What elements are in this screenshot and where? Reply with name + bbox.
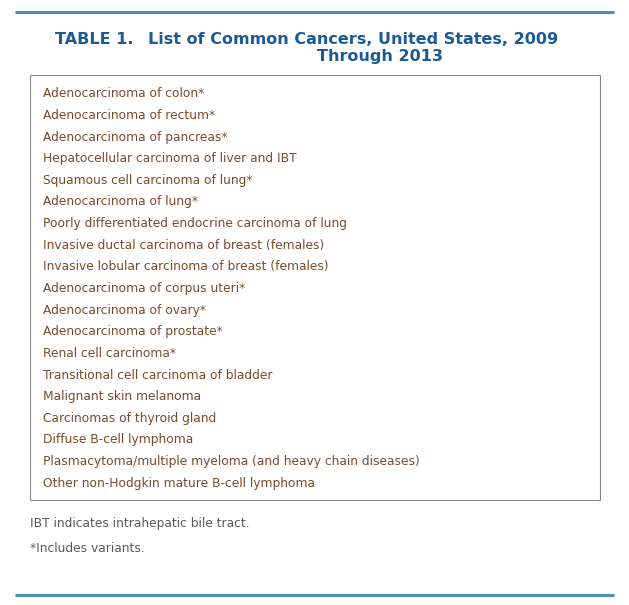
Text: Adenocarcinoma of ovary*: Adenocarcinoma of ovary* — [43, 304, 206, 316]
Text: Transitional cell carcinoma of bladder: Transitional cell carcinoma of bladder — [43, 368, 272, 382]
Text: Poorly differentiated endocrine carcinoma of lung: Poorly differentiated endocrine carcinom… — [43, 217, 347, 230]
Text: Adenocarcinoma of corpus uteri*: Adenocarcinoma of corpus uteri* — [43, 282, 245, 295]
Text: Adenocarcinoma of prostate*: Adenocarcinoma of prostate* — [43, 325, 223, 338]
Text: Adenocarcinoma of rectum*: Adenocarcinoma of rectum* — [43, 109, 215, 122]
Text: Invasive ductal carcinoma of breast (females): Invasive ductal carcinoma of breast (fem… — [43, 239, 325, 252]
Text: *Includes variants.: *Includes variants. — [30, 541, 145, 555]
Text: List of Common Cancers, United States, 2009: List of Common Cancers, United States, 2… — [148, 31, 558, 47]
Text: Diffuse B-cell lymphoma: Diffuse B-cell lymphoma — [43, 433, 193, 446]
Text: Through 2013: Through 2013 — [317, 50, 443, 65]
Text: IBT indicates intrahepatic bile tract.: IBT indicates intrahepatic bile tract. — [30, 517, 250, 529]
Bar — [30, 75, 600, 500]
Text: Renal cell carcinoma*: Renal cell carcinoma* — [43, 347, 176, 360]
Text: Invasive lobular carcinoma of breast (females): Invasive lobular carcinoma of breast (fe… — [43, 260, 328, 273]
Text: Malignant skin melanoma: Malignant skin melanoma — [43, 390, 201, 403]
Text: Hepatocellular carcinoma of liver and IBT: Hepatocellular carcinoma of liver and IB… — [43, 152, 297, 165]
Text: Adenocarcinoma of lung*: Adenocarcinoma of lung* — [43, 195, 198, 209]
Text: Adenocarcinoma of colon*: Adenocarcinoma of colon* — [43, 87, 204, 100]
Text: TABLE 1.: TABLE 1. — [55, 31, 133, 47]
Text: Adenocarcinoma of pancreas*: Adenocarcinoma of pancreas* — [43, 131, 228, 143]
Text: Plasmacytoma/multiple myeloma (and heavy chain diseases): Plasmacytoma/multiple myeloma (and heavy… — [43, 455, 420, 468]
Text: Carcinomas of thyroid gland: Carcinomas of thyroid gland — [43, 412, 216, 425]
Text: Other non-Hodgkin mature B-cell lymphoma: Other non-Hodgkin mature B-cell lymphoma — [43, 477, 315, 489]
Text: Squamous cell carcinoma of lung*: Squamous cell carcinoma of lung* — [43, 174, 252, 187]
